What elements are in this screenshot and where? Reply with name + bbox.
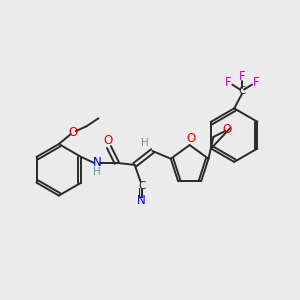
Text: F: F [225,76,232,89]
Text: O: O [103,134,112,147]
Text: C: C [238,85,246,96]
Text: O: O [223,122,232,136]
Text: O: O [186,132,195,145]
Text: N: N [93,156,101,170]
Text: F: F [239,70,245,83]
Text: O: O [68,126,77,139]
Text: H: H [141,138,148,148]
Text: F: F [253,76,259,89]
Text: N: N [137,194,146,207]
Text: H: H [93,167,101,177]
Text: C: C [138,181,145,191]
